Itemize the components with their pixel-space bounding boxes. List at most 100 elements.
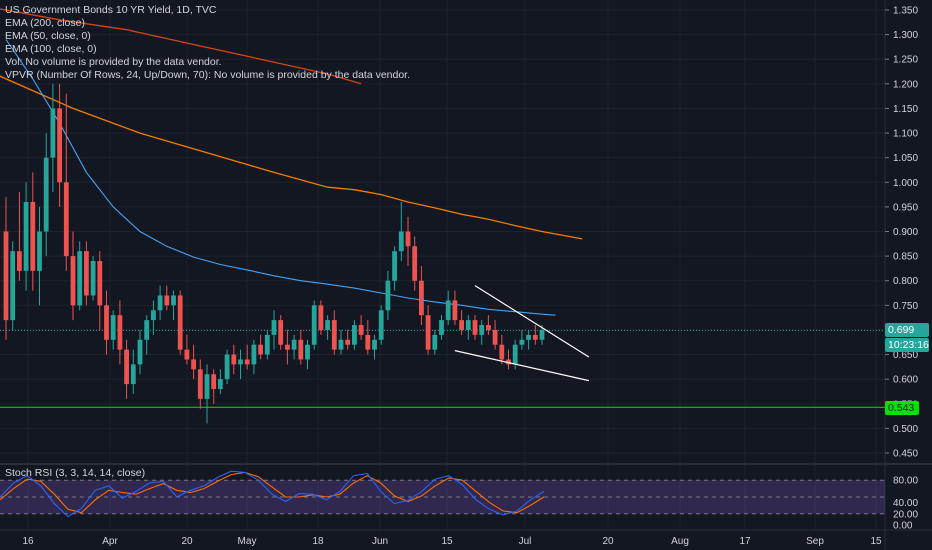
candle-body <box>57 108 62 183</box>
candle-body <box>439 320 444 335</box>
price-tick-label: 0.950 <box>893 202 918 213</box>
candle-body <box>191 359 196 370</box>
candle-body <box>117 315 123 350</box>
candle-body <box>238 359 243 365</box>
candle-body <box>492 329 498 345</box>
candle-body <box>124 349 129 385</box>
candle-body <box>90 261 96 296</box>
legend-vpvr: VPVR (Number Of Rows, 24, Up/Down, 70): … <box>5 69 411 81</box>
candle-body <box>171 295 176 306</box>
candle-body <box>23 201 29 271</box>
candle-body <box>151 310 156 321</box>
candle-body <box>425 315 431 350</box>
time-tick-label: 20 <box>602 536 614 547</box>
candle-body <box>251 344 257 365</box>
candle-body <box>352 325 357 345</box>
price-tick-label: 0.750 <box>893 301 918 312</box>
candle-body <box>318 305 324 330</box>
candle-body <box>285 344 290 350</box>
price-tick-label: 0.450 <box>893 449 918 460</box>
candle-body <box>305 344 310 360</box>
time-tick-label: 15 <box>870 536 882 547</box>
stoch-rsi-tick-label: 80.00 <box>893 476 918 487</box>
candle-body <box>97 261 103 306</box>
candle-body <box>104 305 109 340</box>
candle-body <box>278 320 284 345</box>
candle-body <box>37 231 42 271</box>
price-tick-label: 0.800 <box>893 276 918 287</box>
trendline <box>454 350 590 382</box>
candle-body <box>378 310 384 340</box>
time-tick-label: 15 <box>441 536 453 547</box>
legend-vol: Vol: No volume is provided by the data v… <box>5 56 222 68</box>
candle-body <box>130 364 136 385</box>
candle-body <box>345 339 351 345</box>
candle-body <box>499 344 505 360</box>
price-tick-label: 1.150 <box>893 104 918 115</box>
time-tick-label: Jun <box>372 536 388 547</box>
candle-body <box>532 334 538 340</box>
time-tick-label: 17 <box>739 536 751 547</box>
candle-body <box>479 325 485 335</box>
candle-body <box>472 320 478 335</box>
price-tick-label: 1.000 <box>893 178 918 189</box>
time-tick-label: Aug <box>671 536 689 547</box>
candle-body <box>30 201 36 271</box>
time-tick-label: 18 <box>312 536 324 547</box>
candle-body <box>519 339 525 345</box>
candle-body <box>512 344 518 365</box>
time-tick-label: 20 <box>181 536 193 547</box>
candle-body <box>177 295 183 350</box>
price-tick-label: 1.100 <box>893 129 918 140</box>
candle-body <box>218 379 223 390</box>
candle-body <box>144 320 150 340</box>
candle-body <box>325 320 330 330</box>
time-tick-label: Apr <box>102 536 118 547</box>
candle-body <box>184 349 190 360</box>
bar-countdown-tag: 10:23:16 <box>885 338 929 352</box>
candle-body <box>445 300 451 321</box>
time-tick-label: Sep <box>806 536 824 547</box>
candle-body <box>358 325 364 335</box>
price-tick-label: 0.650 <box>893 350 918 361</box>
candle-body <box>419 280 424 316</box>
candle-body <box>271 320 277 335</box>
candle-body <box>84 251 89 296</box>
candle-body <box>365 334 371 350</box>
candle-body <box>398 231 404 252</box>
candle-body <box>459 320 464 330</box>
candle-body <box>258 344 263 355</box>
candle-body <box>10 251 16 321</box>
candle-body <box>70 256 76 306</box>
candle-body <box>244 359 250 365</box>
candle-body <box>432 334 438 350</box>
candle-body <box>331 320 337 350</box>
candle-body <box>385 280 391 311</box>
legend-ema100: EMA (100, close, 0) <box>5 43 97 55</box>
stoch-rsi-tick-label: 20.00 <box>893 509 918 520</box>
ema-50-line <box>5 39 556 316</box>
price-tick-label: 0.600 <box>893 375 918 386</box>
candle-body <box>231 354 237 365</box>
candle-body <box>157 295 163 311</box>
price-tick-label: 0.500 <box>893 424 918 435</box>
candle-body <box>264 334 270 355</box>
price-tick-label: 1.350 <box>893 6 918 17</box>
time-tick-label: 16 <box>22 536 34 547</box>
price-tick-label: 1.250 <box>893 55 918 66</box>
candle-body <box>197 369 203 399</box>
candle-body <box>50 108 56 158</box>
last-price-tag: 0.699 <box>885 323 929 337</box>
candle-body <box>43 157 49 232</box>
candle-body <box>204 374 210 399</box>
candle-body <box>311 305 317 345</box>
candle-body <box>405 231 411 247</box>
candle-body <box>539 329 545 340</box>
candle-body <box>137 339 143 365</box>
price-tick-label: 0.900 <box>893 227 918 238</box>
candle-body <box>77 251 83 306</box>
candle-body <box>465 320 471 330</box>
level-price-tag: 0.543 <box>885 401 919 415</box>
candle-body <box>3 231 9 321</box>
